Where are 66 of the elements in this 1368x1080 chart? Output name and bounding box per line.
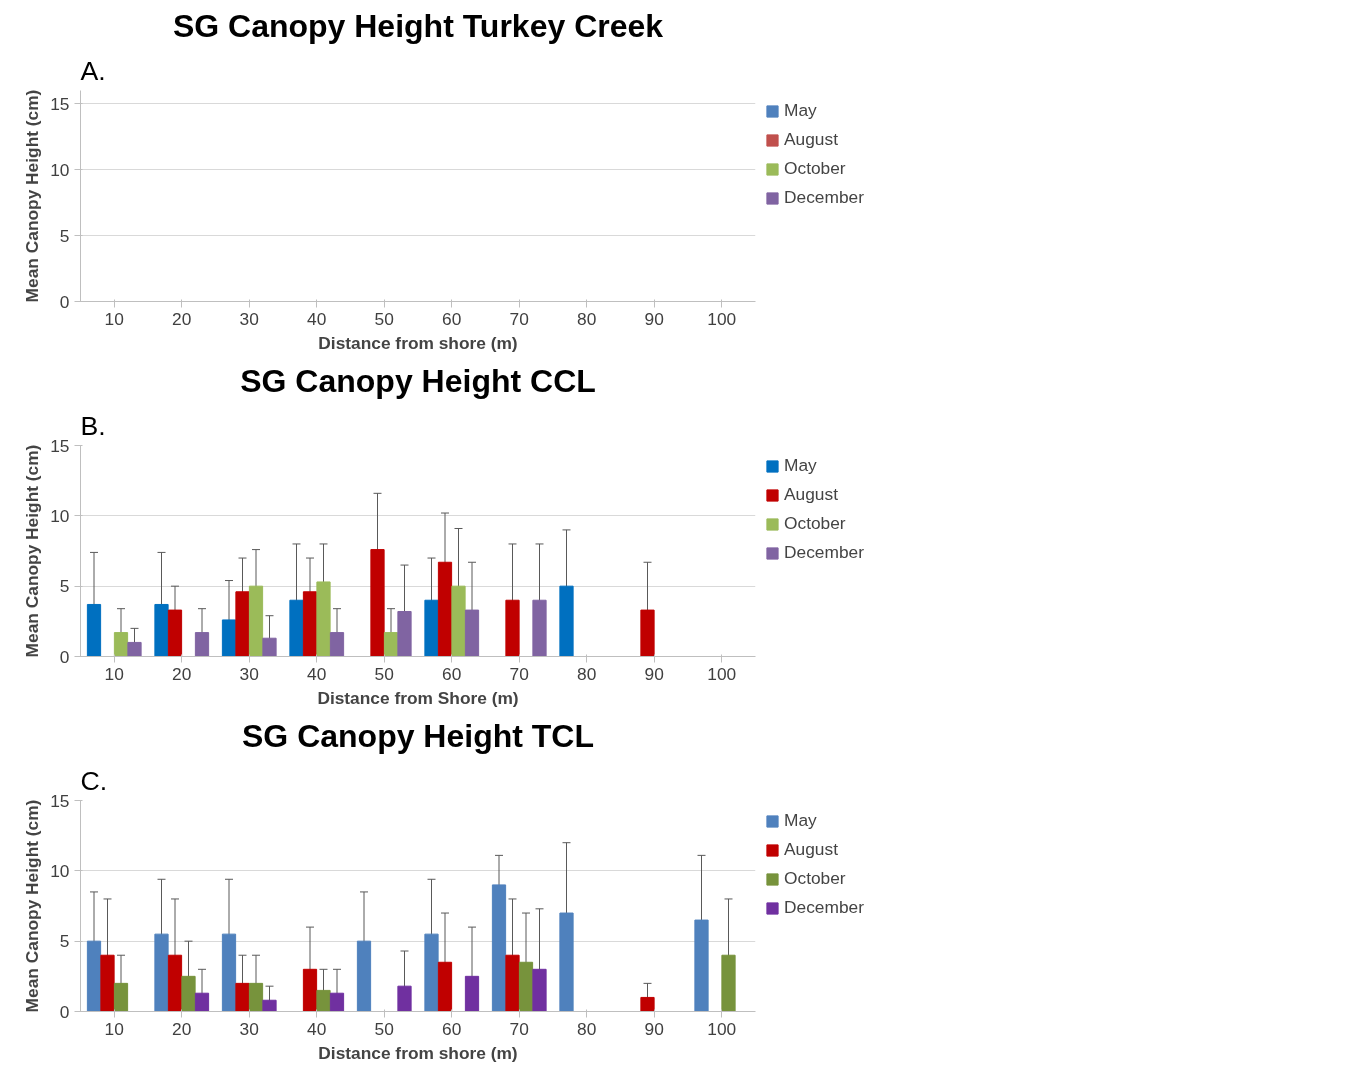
text: B. [80, 410, 106, 441]
x-axis-title: Distance from shore (m) [318, 332, 518, 353]
x-tick-label: 10 [104, 663, 124, 684]
x-tick-label: 70 [509, 663, 529, 684]
legend-label: October [784, 158, 846, 179]
y-tick-label: 5 [59, 931, 70, 952]
x-tick-label: 70 [509, 1018, 529, 1039]
x-tick-label: 100 [707, 1018, 737, 1039]
x-tick-label: 20 [172, 663, 192, 684]
x-tick-label: 80 [577, 1018, 597, 1039]
legend-label: August [784, 839, 838, 860]
x-tick-label: 90 [644, 1018, 664, 1039]
x-tick-label: 90 [644, 663, 664, 684]
y-tick-label: 15 [50, 435, 70, 456]
x-tick-label: 20 [172, 308, 192, 329]
y-tick-label: 0 [59, 646, 70, 667]
y-axis-title: Mean Canopy Height (cm) [22, 444, 43, 658]
chart-title: SG Canopy Height TCL [242, 717, 594, 754]
legend-label: August [784, 484, 838, 505]
x-tick-label: 60 [442, 663, 462, 684]
x-tick-label: 100 [707, 308, 737, 329]
legend-label: May [784, 100, 817, 121]
legend-label: December [784, 187, 864, 208]
x-axis-title: Distance from Shore (m) [317, 687, 519, 708]
x-tick-label: 50 [374, 663, 394, 684]
chart-title: SG Canopy Height Turkey Creek [172, 7, 664, 44]
x-tick-label: 10 [104, 1018, 124, 1039]
x-tick-label: 40 [307, 663, 327, 684]
legend-label: August [784, 129, 838, 150]
legend-label: May [784, 455, 817, 476]
x-tick-label: 90 [644, 308, 664, 329]
x-tick-label: 60 [442, 1018, 462, 1039]
y-tick-label: 10 [50, 860, 70, 881]
x-tick-label: 30 [239, 663, 259, 684]
x-tick-label: 100 [707, 663, 737, 684]
x-tick-label: 50 [374, 308, 394, 329]
legend-label: May [784, 810, 817, 831]
x-tick-label: 80 [577, 308, 597, 329]
y-tick-label: 15 [50, 790, 70, 811]
y-tick-label: 0 [59, 291, 70, 312]
legend-label: December [784, 897, 864, 918]
x-tick-label: 40 [307, 308, 327, 329]
x-tick-label: 40 [307, 1018, 327, 1039]
y-tick-label: 10 [50, 505, 70, 526]
text: A. [80, 55, 106, 86]
y-tick-label: 5 [59, 225, 70, 246]
y-axis-title: Mean Canopy Height (cm) [22, 89, 43, 303]
y-tick-label: 10 [50, 159, 70, 180]
x-tick-label: 20 [172, 1018, 192, 1039]
y-tick-label: 15 [50, 93, 70, 114]
x-tick-label: 80 [577, 663, 597, 684]
x-tick-label: 70 [509, 308, 529, 329]
y-tick-label: 0 [59, 1001, 70, 1022]
x-axis-title: Distance from shore (m) [318, 1042, 518, 1063]
x-tick-label: 50 [374, 1018, 394, 1039]
legend-label: December [784, 542, 864, 563]
chart-title: SG Canopy Height CCL [240, 362, 596, 399]
x-tick-label: 60 [442, 308, 462, 329]
x-tick-label: 30 [239, 1018, 259, 1039]
text: C. [80, 765, 108, 796]
y-tick-label: 5 [59, 576, 70, 597]
x-tick-label: 10 [104, 308, 124, 329]
legend-label: October [784, 868, 846, 889]
legend-label: October [784, 513, 846, 534]
x-tick-label: 30 [239, 308, 259, 329]
y-axis-title: Mean Canopy Height (cm) [22, 799, 43, 1013]
